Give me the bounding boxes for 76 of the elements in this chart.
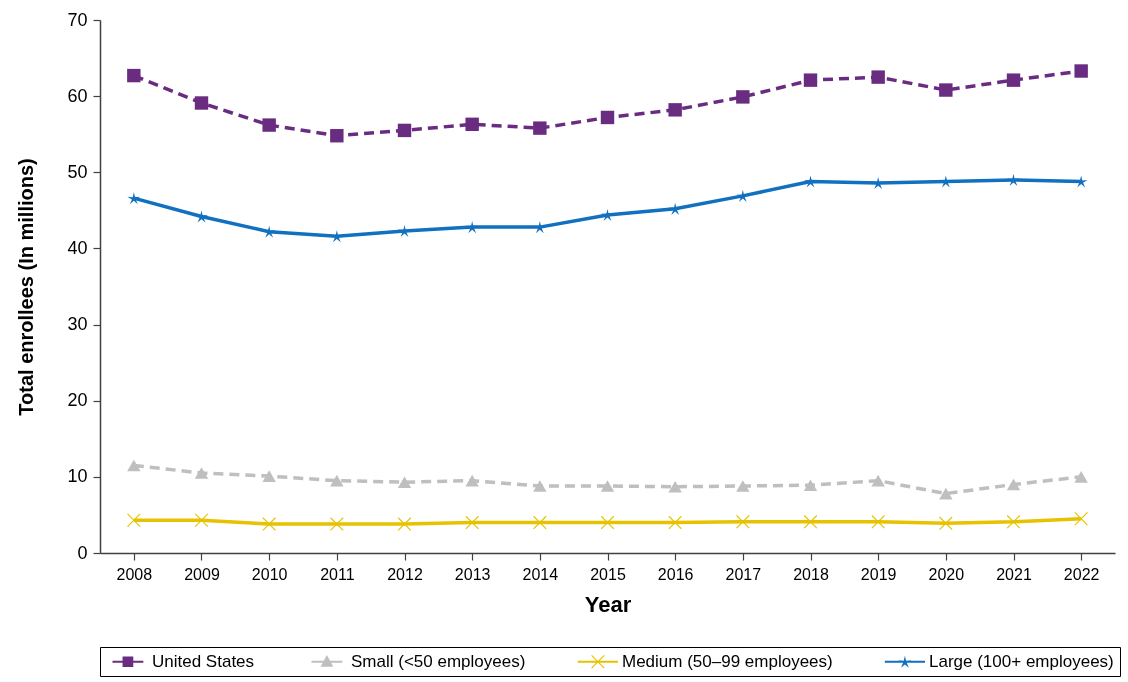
x-tick-label: 2016: [657, 565, 694, 583]
x-tick-label: 2012: [387, 565, 423, 583]
x-tick-label: 2009: [184, 565, 220, 583]
point: [533, 480, 547, 492]
x-tick-label: 2011: [320, 565, 355, 583]
point: [600, 110, 615, 125]
point: [1007, 173, 1020, 186]
point: [939, 83, 953, 97]
point: [465, 221, 479, 234]
y-tick-label: 40: [67, 237, 88, 258]
point: [939, 487, 953, 500]
legend-label: Medium (50–99 employees): [622, 651, 833, 671]
y-tick-label: 60: [67, 85, 88, 106]
x-tick-label: 2008: [116, 565, 153, 583]
point: [465, 474, 479, 487]
point: [1006, 515, 1021, 529]
point: [397, 123, 412, 138]
y-tick-label: 10: [67, 466, 88, 487]
x-tick-label: 2021: [996, 565, 1032, 583]
point: [736, 480, 750, 492]
point: [736, 515, 750, 529]
point: [939, 516, 953, 531]
point: [871, 474, 885, 487]
x-tick-label: 2020: [928, 565, 965, 583]
point: [465, 117, 479, 132]
point: [127, 192, 141, 205]
point: [1006, 73, 1021, 87]
point: [1006, 478, 1021, 491]
point: [533, 121, 547, 135]
point: [330, 474, 344, 487]
y-axis-title: Total enrollees (In millions): [15, 158, 38, 416]
point: [330, 129, 344, 143]
point: [803, 515, 818, 529]
x-tick-label: 2017: [725, 565, 762, 583]
x-axis-title: Year: [584, 591, 632, 617]
y-tick-label: 30: [67, 314, 88, 335]
x-tick-label: 2015: [590, 565, 626, 583]
legend-label: Large (100+ employees): [929, 651, 1114, 671]
point: [871, 176, 885, 190]
point: [127, 513, 141, 527]
point: [601, 208, 614, 222]
y-tick-label: 20: [67, 390, 88, 411]
y-tick-label: 0: [77, 542, 88, 563]
point: [127, 68, 141, 83]
point: [262, 118, 276, 132]
point: [262, 470, 276, 482]
point: [871, 70, 885, 84]
y-tick-label: 50: [67, 161, 88, 182]
point: [397, 476, 412, 488]
point: [1074, 471, 1088, 483]
point: [736, 90, 750, 104]
point: [398, 224, 411, 238]
point: [465, 515, 479, 530]
point: [194, 513, 209, 527]
point: [1074, 64, 1088, 78]
y-tick-label: 70: [67, 9, 88, 30]
x-tick-label: 2013: [454, 565, 491, 583]
point: [127, 459, 141, 472]
x-tick-label: 2019: [860, 565, 897, 583]
point: [194, 467, 209, 479]
point: [600, 480, 615, 492]
point: [668, 480, 682, 493]
point: [397, 517, 412, 531]
point: [1074, 512, 1088, 526]
point: [194, 96, 209, 110]
x-tick-label: 2018: [793, 565, 829, 583]
legend-label: Small (<50 employees): [351, 651, 526, 671]
point: [803, 73, 818, 87]
x-tick-label: 2022: [1063, 565, 1100, 583]
point: [668, 515, 682, 530]
point: [803, 479, 818, 492]
point: [668, 103, 682, 117]
x-tick-label: 2010: [251, 565, 288, 583]
x-tick-label: 2014: [522, 565, 559, 583]
legend-label: United States: [152, 651, 255, 671]
point: [533, 515, 547, 530]
